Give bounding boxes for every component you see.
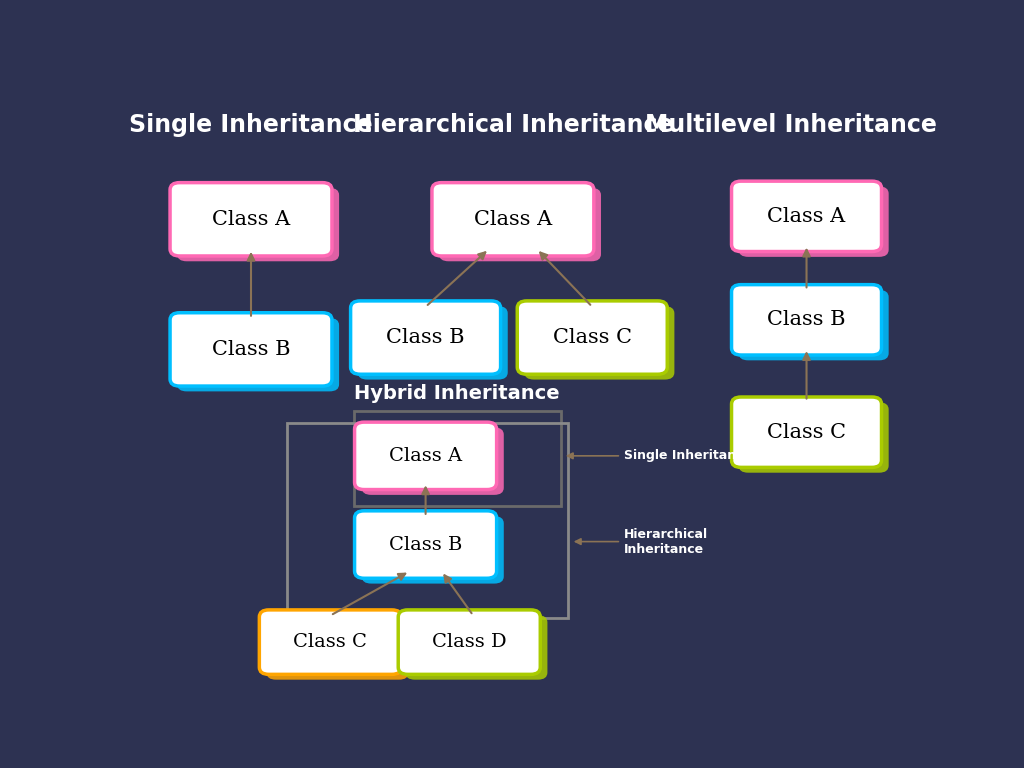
Text: Hierarchical Inheritance: Hierarchical Inheritance — [352, 113, 673, 137]
Text: Class C: Class C — [767, 422, 846, 442]
Text: Class A: Class A — [212, 210, 290, 229]
Text: Class A: Class A — [767, 207, 846, 226]
FancyBboxPatch shape — [731, 181, 882, 252]
FancyBboxPatch shape — [170, 183, 332, 256]
FancyBboxPatch shape — [266, 615, 409, 680]
FancyBboxPatch shape — [177, 188, 339, 261]
Text: Multilevel Inheritance: Multilevel Inheritance — [645, 113, 937, 137]
Text: Class D: Class D — [432, 633, 507, 651]
FancyBboxPatch shape — [738, 187, 889, 257]
Text: Class B: Class B — [767, 310, 846, 329]
FancyBboxPatch shape — [361, 516, 504, 584]
FancyBboxPatch shape — [398, 610, 541, 674]
Text: Class C: Class C — [294, 633, 368, 651]
FancyBboxPatch shape — [177, 318, 339, 392]
FancyBboxPatch shape — [354, 422, 497, 489]
FancyBboxPatch shape — [259, 610, 401, 674]
Text: Class B: Class B — [386, 328, 465, 347]
FancyBboxPatch shape — [524, 306, 675, 379]
FancyBboxPatch shape — [738, 402, 889, 472]
FancyBboxPatch shape — [738, 290, 889, 360]
Text: Hybrid Inheritance: Hybrid Inheritance — [354, 384, 560, 403]
Text: Class C: Class C — [553, 328, 632, 347]
FancyBboxPatch shape — [432, 183, 594, 256]
Text: Class A: Class A — [389, 447, 462, 465]
FancyBboxPatch shape — [731, 397, 882, 468]
Text: Hierarchical
Inheritance: Hierarchical Inheritance — [575, 528, 709, 555]
FancyBboxPatch shape — [406, 615, 548, 680]
FancyBboxPatch shape — [517, 301, 668, 374]
FancyBboxPatch shape — [354, 511, 497, 578]
Text: Class B: Class B — [212, 340, 290, 359]
FancyBboxPatch shape — [357, 306, 508, 379]
FancyBboxPatch shape — [170, 313, 332, 386]
FancyBboxPatch shape — [350, 301, 501, 374]
FancyBboxPatch shape — [361, 428, 504, 495]
Text: Class A: Class A — [474, 210, 552, 229]
Text: Single Inheritance: Single Inheritance — [129, 113, 373, 137]
FancyBboxPatch shape — [731, 285, 882, 355]
Text: Single Inheritance: Single Inheritance — [567, 449, 752, 462]
Text: Class B: Class B — [389, 535, 462, 554]
FancyBboxPatch shape — [439, 188, 601, 261]
